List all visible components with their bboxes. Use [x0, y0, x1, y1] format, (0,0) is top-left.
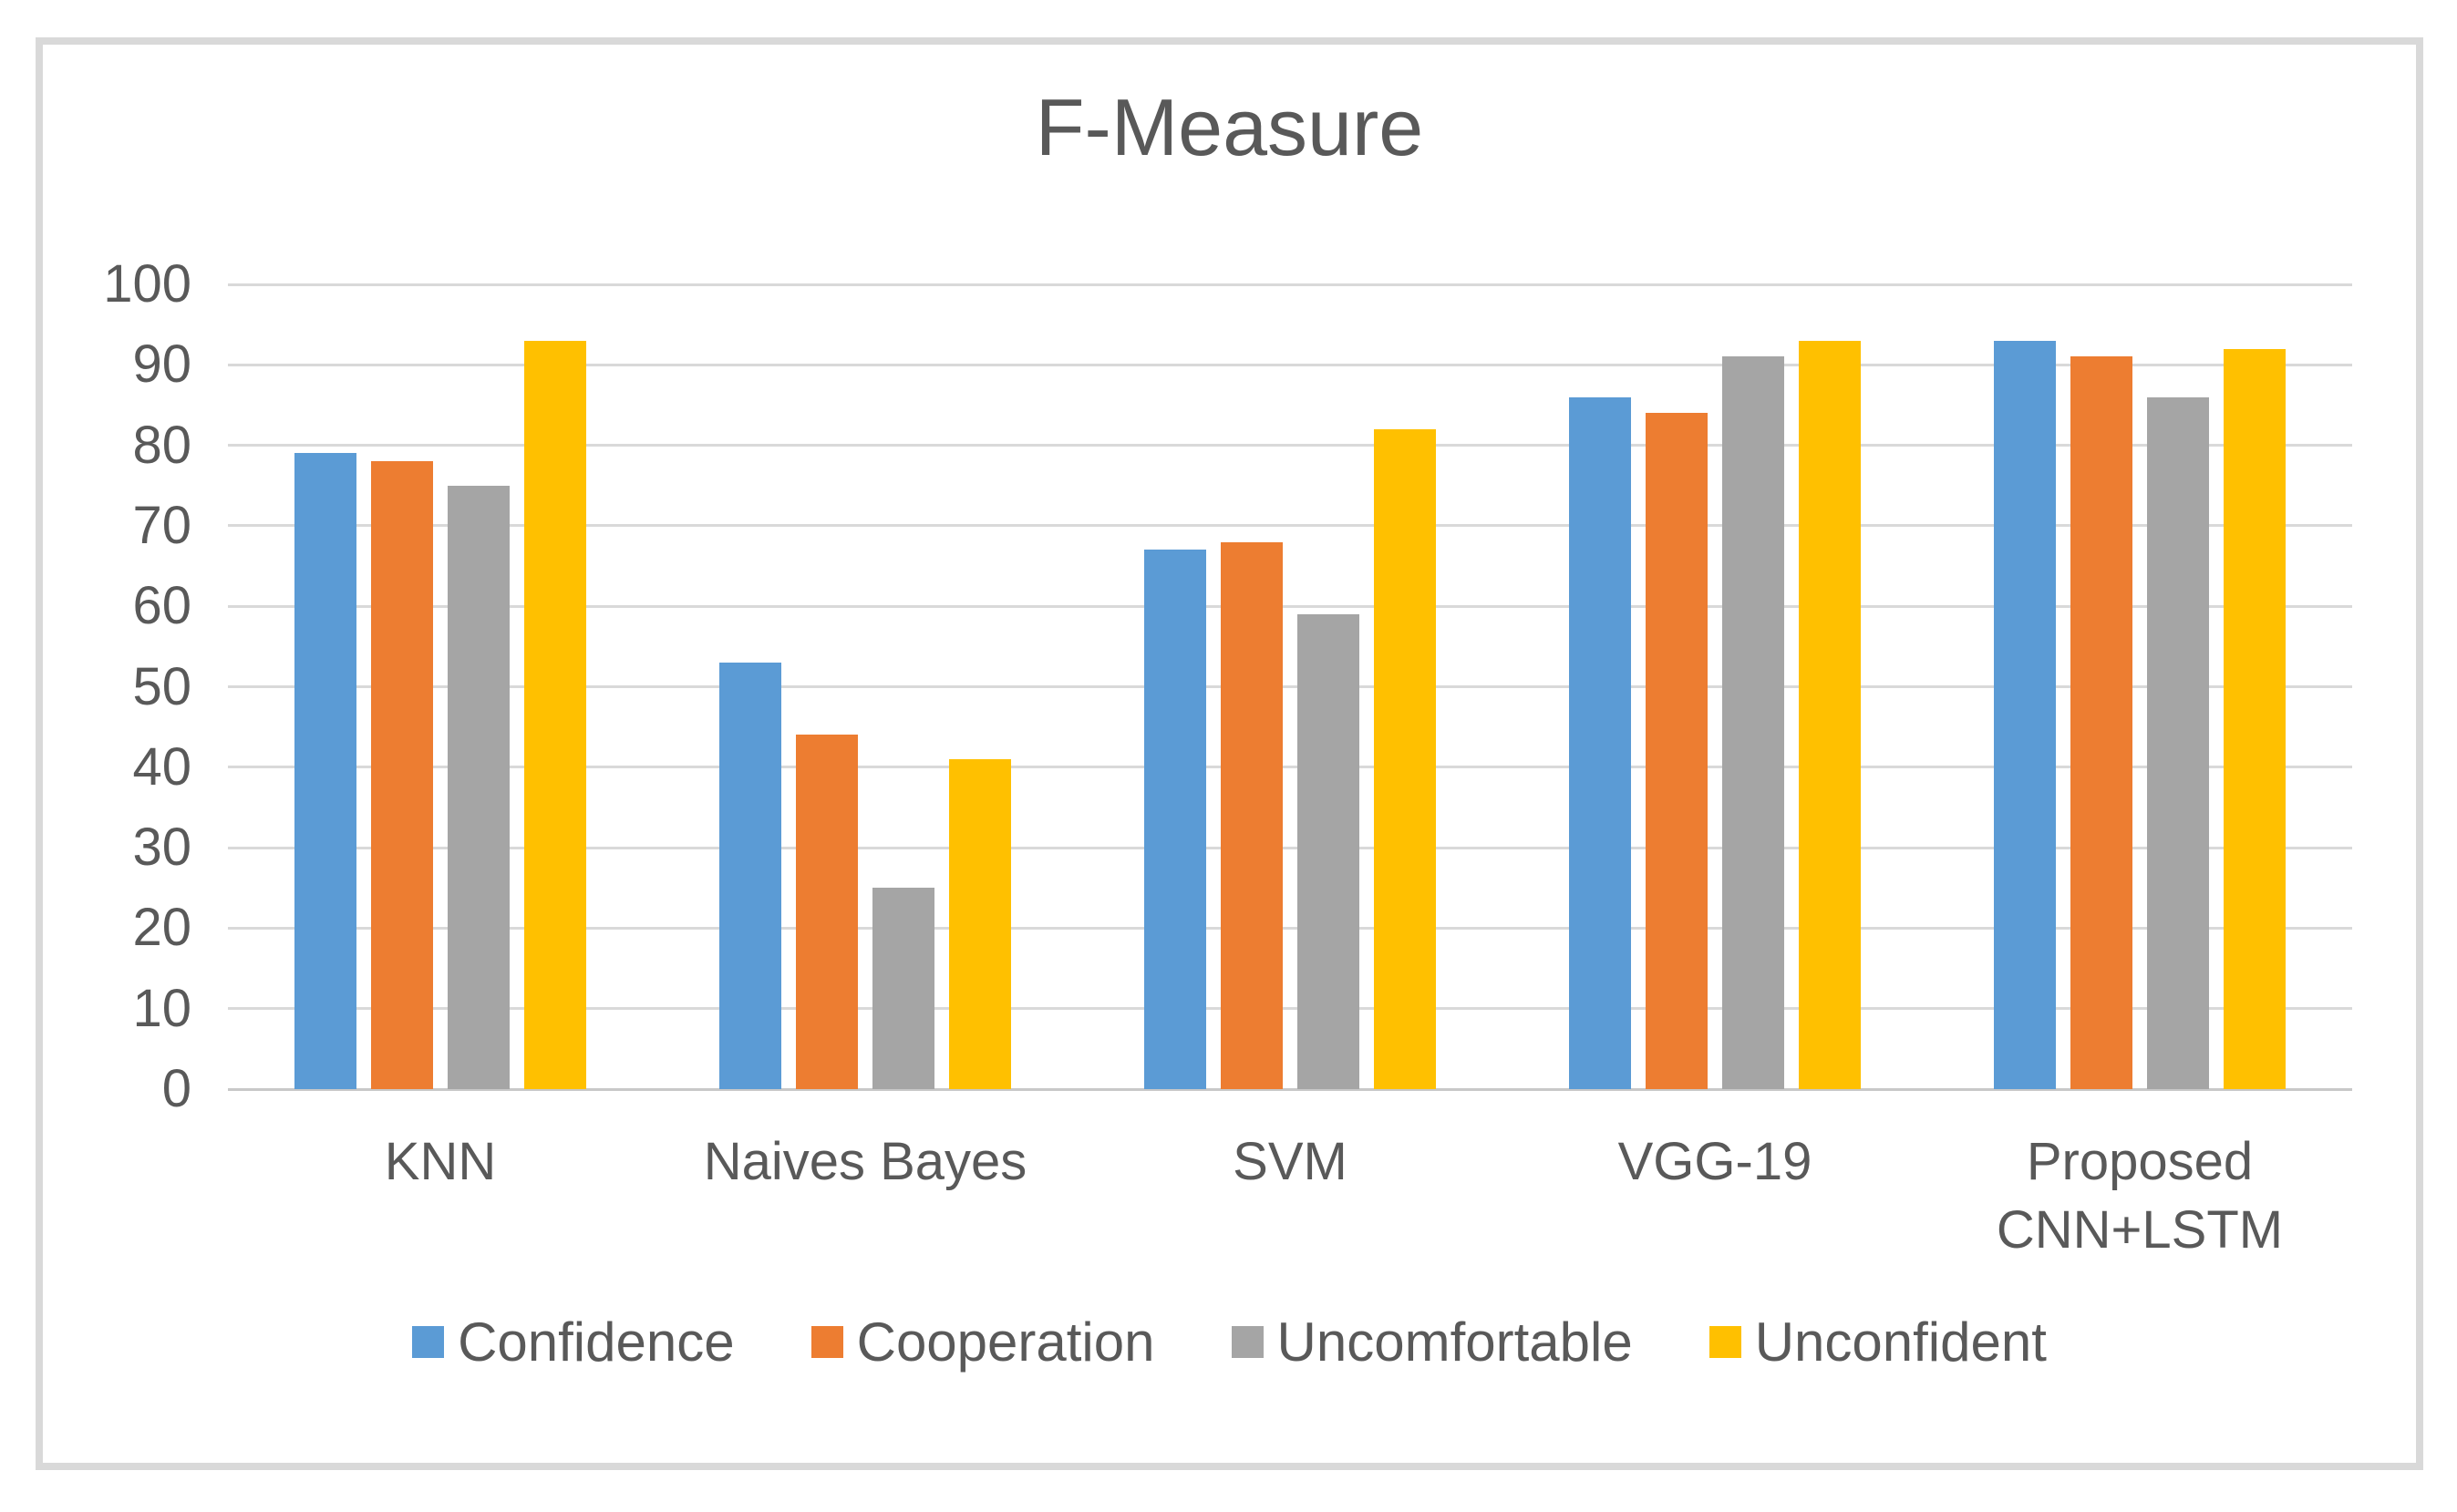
- bar: [1221, 541, 1283, 1089]
- bar: [872, 888, 934, 1089]
- x-category-label: SVM: [1233, 1132, 1347, 1191]
- x-category-label: VGG-19: [1617, 1132, 1812, 1191]
- gridline: [228, 444, 2352, 447]
- gridline: [228, 1007, 2352, 1011]
- bar: [2070, 356, 2132, 1089]
- legend-swatch: [1709, 1326, 1741, 1358]
- bar: [294, 453, 356, 1089]
- x-category-label: KNN: [384, 1132, 497, 1191]
- bar: [371, 461, 433, 1089]
- legend-item: Uncomfortable: [1231, 1311, 1633, 1373]
- legend-label: Cooperation: [856, 1311, 1155, 1373]
- bar: [2147, 396, 2209, 1089]
- legend-swatch: [810, 1326, 843, 1358]
- bar: [1994, 340, 2056, 1089]
- x-category-label: Proposed CNN+LSTM: [1996, 1132, 2284, 1260]
- legend-item: Confidence: [412, 1311, 735, 1373]
- y-tick-label: 50: [132, 656, 191, 716]
- bar-group: [1078, 284, 1502, 1089]
- y-tick-label: 20: [132, 898, 191, 958]
- y-tick-label: 30: [132, 818, 191, 878]
- x-category-label: Naives Bayes: [703, 1132, 1027, 1191]
- gridline: [228, 604, 2352, 608]
- y-tick-label: 70: [132, 495, 191, 555]
- bar: [1799, 340, 1861, 1089]
- y-tick-label: 100: [103, 254, 191, 314]
- bar: [1569, 396, 1631, 1089]
- bar-group: [228, 284, 653, 1089]
- bar: [1646, 413, 1708, 1089]
- gridline: [228, 846, 2352, 849]
- bar: [1374, 428, 1436, 1089]
- bar: [524, 340, 586, 1089]
- bar: [448, 485, 510, 1089]
- bar: [1144, 550, 1206, 1089]
- gridline: [228, 926, 2352, 930]
- legend-label: Confidence: [458, 1311, 735, 1373]
- legend: Confidence Cooperation Uncomfortable Unconf…: [36, 1311, 2423, 1373]
- y-tick-label: 40: [132, 736, 191, 797]
- legend-item: Unconfident: [1709, 1311, 2047, 1373]
- bar: [1297, 614, 1359, 1089]
- x-axis-line: [228, 1087, 2352, 1091]
- legend-swatch: [412, 1326, 445, 1358]
- legend-swatch: [1231, 1326, 1264, 1358]
- bar-group: [1502, 284, 1927, 1089]
- bar: [796, 735, 858, 1089]
- y-tick-label: 60: [132, 576, 191, 636]
- y-tick-label: 80: [132, 415, 191, 475]
- bar-group: [653, 284, 1078, 1089]
- bar: [949, 758, 1011, 1089]
- bar: [2224, 348, 2286, 1089]
- y-tick-label: 0: [161, 1059, 191, 1118]
- legend-label: Unconfident: [1754, 1311, 2047, 1373]
- bar: [719, 663, 781, 1089]
- legend-item: Cooperation: [810, 1311, 1155, 1373]
- plot-area: 0 10 20 30 40 50 60 70 80 90 100 KNN Naives Bayes SVM…: [103, 254, 2352, 1260]
- y-tick-label: 10: [132, 978, 191, 1038]
- legend-label: Uncomfortable: [1276, 1311, 1633, 1373]
- gridline: [228, 524, 2352, 528]
- gridline: [228, 363, 2352, 366]
- gridline: [228, 685, 2352, 688]
- bar-group: [1927, 284, 2352, 1089]
- gridline: [228, 283, 2352, 286]
- chart-title: F-Measure: [1035, 82, 1424, 172]
- y-tick-label: 90: [132, 334, 191, 395]
- gridline: [228, 766, 2352, 769]
- bar: [1722, 356, 1784, 1089]
